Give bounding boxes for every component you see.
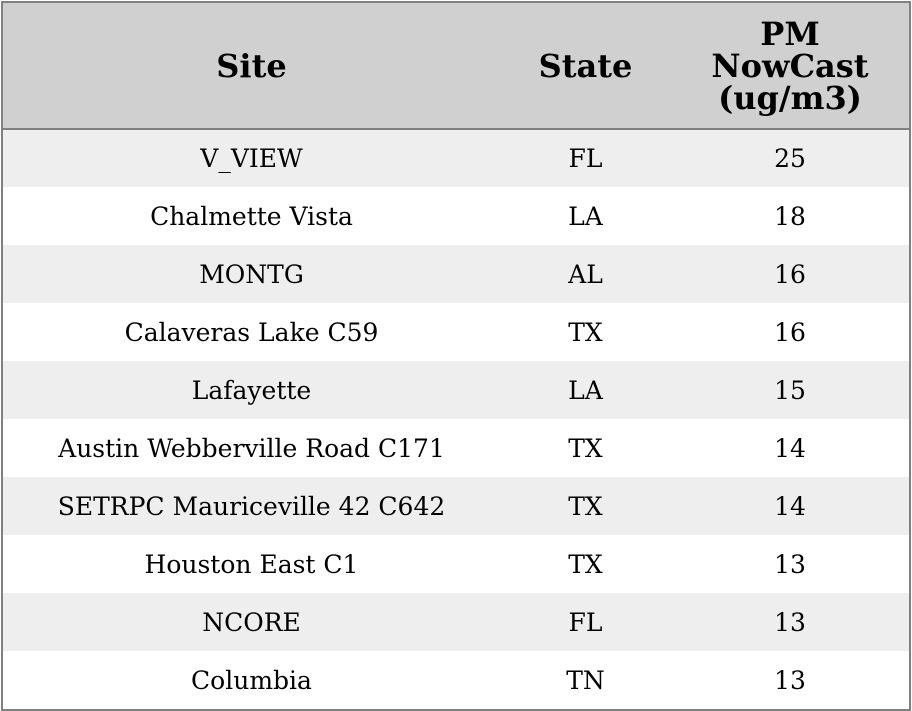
cell-state: LA bbox=[568, 201, 603, 231]
table-row: V_VIEW FL 25 bbox=[3, 129, 909, 187]
table-body: V_VIEW FL 25 Chalmette Vista LA 18 MONTG… bbox=[3, 129, 909, 709]
header-pm-nowcast: PM NowCast (ug/m3) bbox=[671, 3, 909, 130]
cell-site: SETRPC Mauriceville 42 C642 bbox=[57, 491, 446, 521]
table-row: Austin Webberville Road C171 TX 14 bbox=[3, 419, 909, 477]
cell-pm: 18 bbox=[774, 201, 806, 231]
table-header-row: Site State PM NowCast (ug/m3) bbox=[3, 3, 909, 130]
cell-pm: 25 bbox=[774, 144, 806, 173]
cell-pm: 14 bbox=[774, 491, 806, 521]
header-pm-line1: PM bbox=[760, 14, 820, 53]
header-state: State bbox=[500, 3, 671, 130]
cell-pm: 13 bbox=[774, 665, 806, 695]
table-row: MONTG AL 16 bbox=[3, 245, 909, 303]
table-row: Chalmette Vista LA 18 bbox=[3, 187, 909, 245]
cell-site: Columbia bbox=[191, 665, 312, 695]
cell-site: Calaveras Lake C59 bbox=[124, 317, 379, 347]
cell-state: TN bbox=[566, 665, 605, 695]
cell-pm: 16 bbox=[774, 259, 806, 289]
cell-state: TX bbox=[568, 317, 603, 347]
cell-site: NCORE bbox=[202, 607, 301, 637]
cell-site: MONTG bbox=[199, 259, 304, 289]
header-pm-line2: NowCast bbox=[711, 46, 869, 85]
header-site: Site bbox=[3, 3, 500, 130]
cell-pm: 15 bbox=[774, 375, 806, 405]
table-row: Calaveras Lake C59 TX 16 bbox=[3, 303, 909, 361]
cell-pm: 16 bbox=[774, 317, 806, 347]
table-row: SETRPC Mauriceville 42 C642 TX 14 bbox=[3, 477, 909, 535]
cell-site: V_VIEW bbox=[200, 144, 303, 173]
table-row: Columbia TN 13 bbox=[3, 651, 909, 709]
cell-pm: 14 bbox=[774, 433, 806, 463]
cell-state: TX bbox=[568, 433, 603, 463]
cell-state: TX bbox=[568, 549, 603, 579]
cell-state: TX bbox=[568, 491, 603, 521]
cell-state: LA bbox=[568, 375, 603, 405]
cell-pm: 13 bbox=[774, 607, 806, 637]
header-pm-line3: (ug/m3) bbox=[718, 78, 862, 117]
cell-pm: 13 bbox=[774, 549, 806, 579]
cell-state: FL bbox=[568, 144, 603, 173]
cell-site: Austin Webberville Road C171 bbox=[58, 433, 445, 463]
cell-site: Houston East C1 bbox=[144, 549, 359, 579]
cell-state: FL bbox=[568, 607, 603, 637]
table-row: NCORE FL 13 bbox=[3, 593, 909, 651]
table-row: Lafayette LA 15 bbox=[3, 361, 909, 419]
cell-site: Lafayette bbox=[191, 375, 312, 405]
data-table: Site State PM NowCast (ug/m3) V_VIEW FL … bbox=[3, 3, 909, 709]
cell-state: AL bbox=[568, 259, 603, 289]
cell-site: Chalmette Vista bbox=[150, 201, 353, 231]
table-row: Houston East C1 TX 13 bbox=[3, 535, 909, 593]
